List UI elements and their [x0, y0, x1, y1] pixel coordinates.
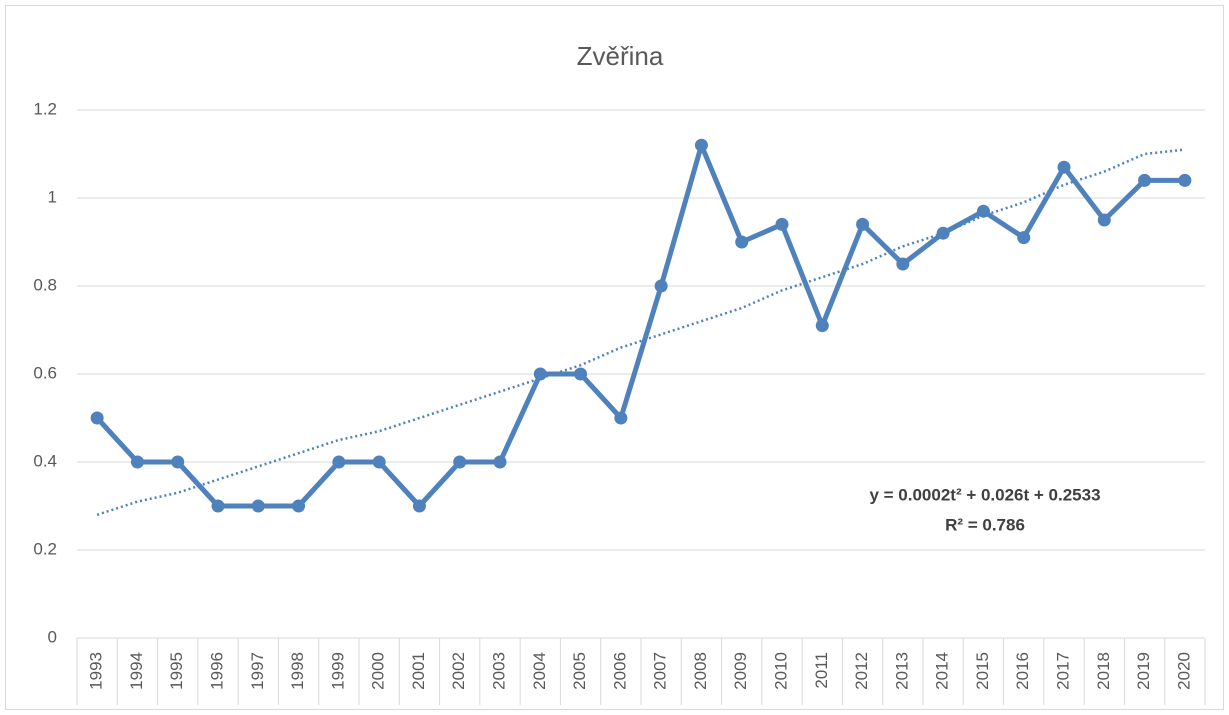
y-tick-label: 1.2	[33, 99, 57, 118]
y-tick-label: 0.4	[33, 451, 57, 470]
chart-title: Zvěřina	[577, 41, 664, 71]
data-point	[654, 279, 668, 293]
x-tick-label: 2011	[812, 652, 831, 689]
data-point	[976, 204, 990, 218]
data-point	[533, 367, 547, 381]
data-point	[90, 411, 104, 425]
data-point	[171, 455, 185, 469]
x-tick-label: 2010	[771, 652, 790, 690]
x-tick-label: 2018	[1094, 652, 1113, 690]
x-tick-label: 1996	[207, 652, 226, 690]
x-tick-label: 2000	[369, 652, 388, 690]
data-point	[130, 455, 144, 469]
data-point	[1138, 173, 1152, 187]
data-point	[1097, 213, 1111, 227]
data-point	[896, 257, 910, 271]
data-point	[775, 217, 789, 231]
data-point	[694, 138, 708, 152]
x-tick-label: 2013	[892, 652, 911, 690]
series-line	[95, 142, 1185, 509]
x-tick-label: 2004	[530, 652, 549, 690]
trend-r-squared: R² = 0.786	[945, 515, 1025, 534]
x-tick-label: 2006	[610, 652, 629, 690]
data-point	[332, 455, 346, 469]
x-tick-label: 1995	[167, 652, 186, 690]
y-tick-label: 0.2	[33, 539, 57, 558]
x-tick-label: 1997	[248, 652, 267, 690]
data-point	[251, 499, 265, 513]
x-tick-label: 2008	[691, 652, 710, 690]
x-tick-label: 2002	[449, 652, 468, 690]
trendline	[96, 148, 1185, 516]
x-tick-label: 2020	[1174, 652, 1193, 690]
x-tick-label: 2012	[852, 652, 871, 690]
x-tick-label: 1998	[288, 652, 307, 690]
x-tick-label: 2007	[651, 652, 670, 690]
chart-border	[5, 5, 1224, 710]
y-tick-label: 1	[48, 187, 57, 206]
x-tick-label: 2009	[731, 652, 750, 690]
y-tick-label: 0.8	[33, 275, 57, 294]
y-tick-label: 0	[48, 627, 57, 646]
x-tick-label: 1993	[87, 652, 106, 690]
x-tick-label: 1999	[328, 652, 347, 690]
x-tick-label: 1994	[127, 652, 146, 690]
x-tick-label: 2017	[1053, 652, 1072, 690]
data-point	[292, 499, 306, 513]
data-point	[936, 226, 950, 240]
data-point	[211, 499, 225, 513]
data-point	[614, 411, 628, 425]
data-point	[453, 455, 467, 469]
data-point	[1057, 160, 1071, 174]
x-tick-label: 2005	[570, 652, 589, 690]
data-point	[493, 455, 507, 469]
x-tick-label: 2014	[933, 652, 952, 690]
y-tick-label: 0.6	[33, 363, 57, 382]
data-point	[856, 217, 870, 231]
data-point	[735, 235, 749, 249]
trend-equation: y = 0.0002t² + 0.026t + 0.2533	[869, 485, 1100, 504]
data-point	[372, 455, 386, 469]
data-point	[1178, 173, 1192, 187]
x-tick-label: 2001	[409, 652, 428, 690]
data-point	[815, 319, 829, 333]
x-tick-label: 2019	[1134, 652, 1153, 690]
x-tick-label: 2015	[973, 652, 992, 690]
data-point	[1017, 231, 1031, 245]
x-tick-label: 2016	[1013, 652, 1032, 690]
data-point	[574, 367, 588, 381]
x-tick-label: 2003	[489, 652, 508, 690]
data-point	[412, 499, 426, 513]
